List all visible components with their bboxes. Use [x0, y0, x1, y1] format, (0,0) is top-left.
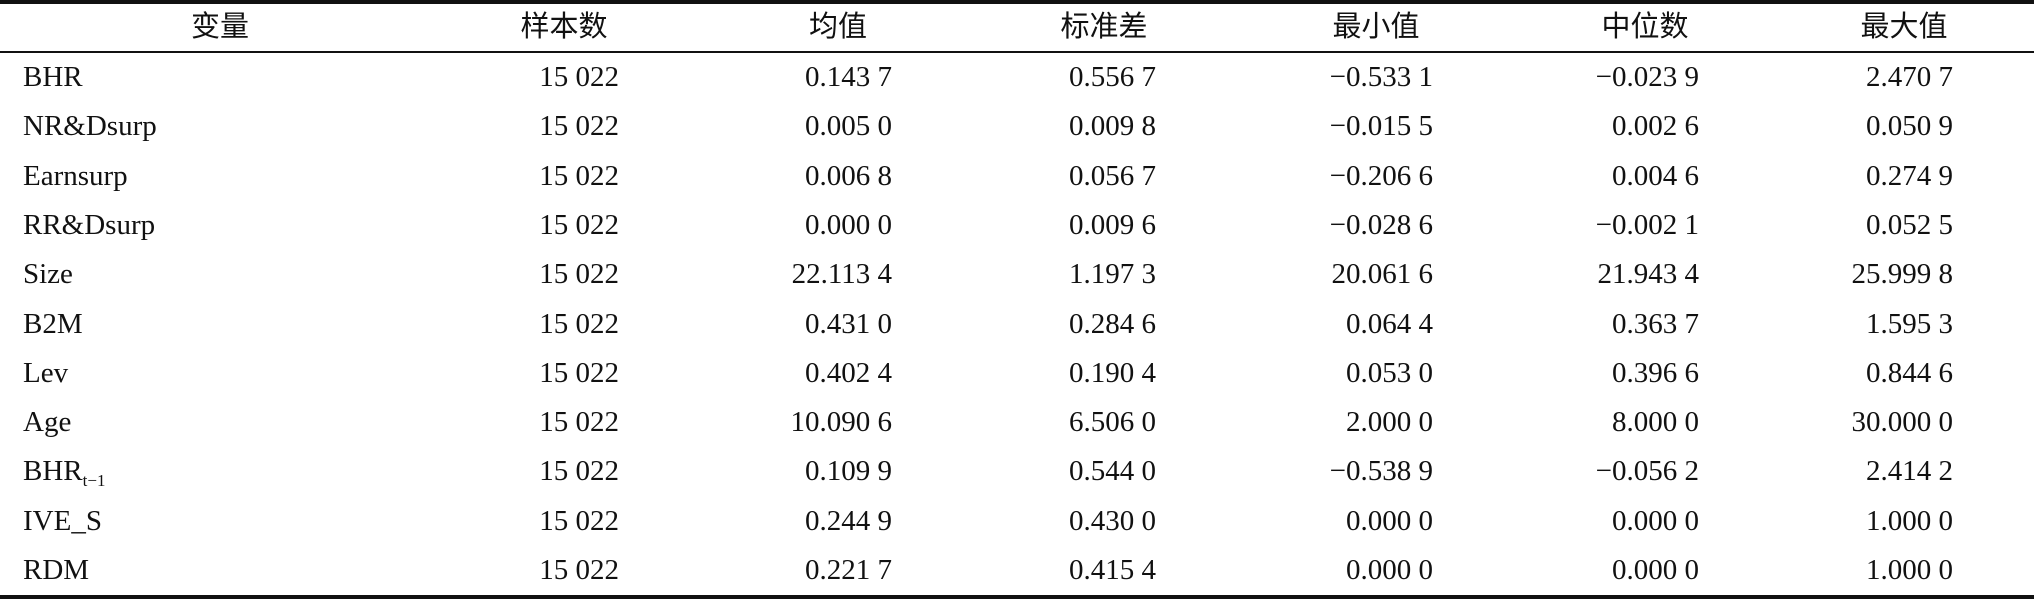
value-cell: 15 022 — [539, 110, 619, 143]
value-cell: 21.943 4 — [1597, 258, 1700, 291]
variable-cell: Size — [23, 258, 73, 291]
value-cell: 15 022 — [539, 455, 619, 488]
value-cell: 0.109 9 — [805, 455, 892, 488]
value-cell: 0.544 0 — [1069, 455, 1156, 488]
value-cell: −0.056 2 — [1595, 455, 1699, 488]
value-cell: 0.431 0 — [805, 307, 892, 340]
value-cell: 0.415 4 — [1069, 554, 1156, 586]
variable-cell: Lev — [23, 356, 69, 389]
value-cell: 2.414 2 — [1866, 455, 1953, 488]
value-cell: 2.470 7 — [1866, 61, 1953, 93]
value-cell: 15 022 — [539, 406, 619, 439]
value-cell: 0.284 6 — [1069, 307, 1156, 340]
value-cell: 15 022 — [539, 159, 619, 192]
value-cell: 0.006 8 — [805, 159, 892, 192]
value-cell: −0.028 6 — [1329, 208, 1433, 241]
value-cell: 0.143 7 — [805, 61, 892, 93]
variable-cell: B2M — [23, 307, 83, 340]
variable-cell: NR&Dsurp — [23, 110, 157, 143]
value-cell: −0.533 1 — [1329, 61, 1433, 93]
header-cell: 最大值 — [1860, 11, 1948, 43]
value-cell: 15 022 — [539, 61, 619, 93]
value-cell: 0.056 7 — [1069, 159, 1156, 192]
value-cell: 0.190 4 — [1069, 356, 1156, 389]
value-cell: −0.015 5 — [1329, 110, 1433, 143]
value-cell: 15 022 — [539, 307, 619, 340]
variable-cell: IVE_S — [23, 504, 102, 537]
variable-name: BHR — [23, 455, 83, 488]
variable-cell: BHRt−1 — [23, 447, 423, 496]
value-cell: 0.005 0 — [805, 110, 892, 143]
header-cell: 标准差 — [1060, 11, 1148, 43]
value-cell: 1.197 3 — [1069, 258, 1156, 291]
value-cell: 0.000 0 — [1346, 504, 1433, 537]
value-cell: −0.538 9 — [1329, 455, 1433, 488]
value-cell: 0.274 9 — [1866, 159, 1953, 192]
value-cell: 0.000 0 — [1612, 554, 1699, 586]
header-rule — [0, 51, 2034, 53]
value-cell: 8.000 0 — [1612, 406, 1699, 439]
top-rule — [0, 0, 2034, 4]
value-cell: 1.595 3 — [1866, 307, 1953, 340]
value-cell: 0.221 7 — [805, 554, 892, 586]
header-cell: 样本数 — [520, 11, 608, 43]
value-cell: 2.000 0 — [1346, 406, 1433, 439]
value-cell: 15 022 — [539, 258, 619, 291]
variable-cell: RR&Dsurp — [23, 208, 156, 241]
value-cell: −0.206 6 — [1329, 159, 1433, 192]
value-cell: 10.090 6 — [790, 406, 893, 439]
value-cell: 0.000 0 — [1612, 504, 1699, 537]
value-cell: 0.004 6 — [1612, 159, 1699, 192]
value-cell: −0.002 1 — [1595, 208, 1699, 241]
header-cell: 变量 — [190, 11, 249, 43]
value-cell: 0.052 5 — [1866, 208, 1953, 241]
value-cell: 22.113 4 — [791, 258, 892, 291]
value-cell: 0.363 7 — [1612, 307, 1699, 340]
value-cell: 20.061 6 — [1331, 258, 1434, 291]
variable-cell: RDM — [23, 554, 90, 586]
value-cell: 1.000 0 — [1866, 504, 1953, 537]
value-cell: 0.396 6 — [1612, 356, 1699, 389]
value-cell: 15 022 — [539, 504, 619, 537]
value-cell: 0.053 0 — [1346, 356, 1433, 389]
header-cell: 最小值 — [1332, 11, 1420, 43]
value-cell: −0.023 9 — [1595, 61, 1699, 93]
header-cell: 均值 — [808, 11, 867, 43]
value-cell: 25.999 8 — [1851, 258, 1954, 291]
value-cell: 0.000 0 — [1346, 554, 1433, 586]
value-cell: 0.556 7 — [1069, 61, 1156, 93]
value-cell: 0.000 0 — [805, 208, 892, 241]
value-cell: 0.050 9 — [1866, 110, 1953, 143]
value-cell: 0.430 0 — [1069, 504, 1156, 537]
value-cell: 15 022 — [539, 356, 619, 389]
value-cell: 1.000 0 — [1866, 554, 1953, 586]
variable-cell: BHR — [23, 61, 83, 93]
value-cell: 30.000 0 — [1851, 406, 1954, 439]
value-cell: 0.009 8 — [1069, 110, 1156, 143]
value-cell: 0.244 9 — [805, 504, 892, 537]
header-cell: 中位数 — [1601, 11, 1689, 43]
variable-subscript: t−1 — [82, 471, 106, 491]
value-cell: 0.009 6 — [1069, 208, 1156, 241]
value-cell: 0.064 4 — [1346, 307, 1433, 340]
value-cell: 0.844 6 — [1866, 356, 1953, 389]
value-cell: 15 022 — [539, 208, 619, 241]
bottom-rule — [0, 595, 2034, 599]
value-cell: 0.002 6 — [1612, 110, 1699, 143]
value-cell: 0.402 4 — [805, 356, 892, 389]
variable-cell: Earnsurp — [23, 159, 128, 192]
variable-cell: Age — [23, 406, 72, 439]
value-cell: 15 022 — [539, 554, 619, 586]
value-cell: 6.506 0 — [1069, 406, 1156, 439]
